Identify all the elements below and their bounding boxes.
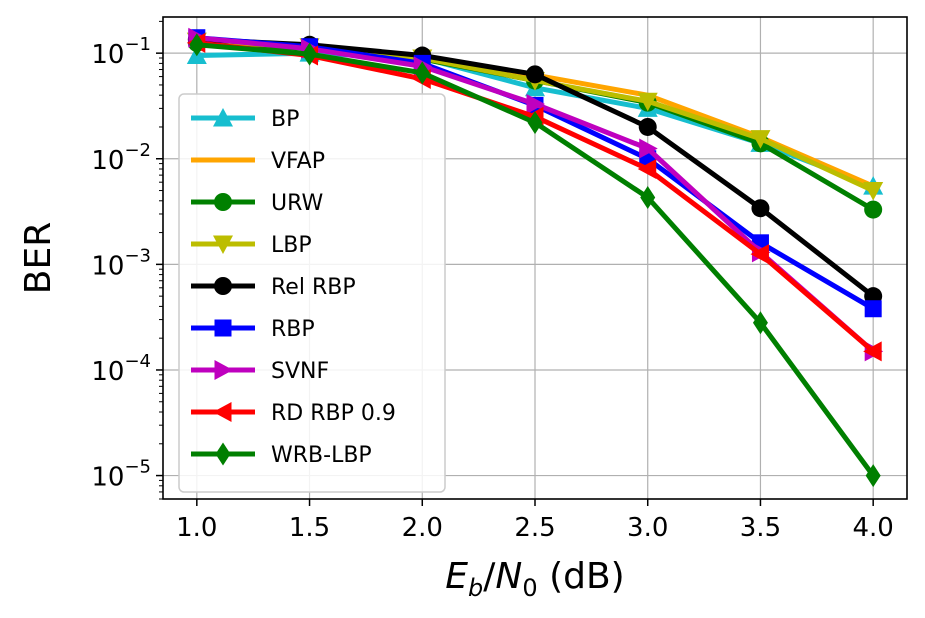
x-axis-label: Eb/N0 (dB) <box>445 556 624 602</box>
x-tick-label: 2.5 <box>514 513 555 543</box>
y-tick-label: 10−4 <box>91 351 151 387</box>
data-point-urw <box>864 200 883 219</box>
legend-entry-rel-rbp: Rel RBP <box>191 275 356 300</box>
legend-label-vfap: VFAP <box>271 149 325 174</box>
data-point-svnf <box>526 94 545 115</box>
legend-box <box>178 93 446 493</box>
legend-marker-lbp <box>213 235 233 254</box>
data-point-lbp <box>863 182 884 201</box>
x-tick-label: 1.5 <box>289 513 330 543</box>
y-tick-label: 10−1 <box>91 34 151 70</box>
legend-entry-urw: URW <box>191 191 323 216</box>
data-point-lbp <box>637 92 658 112</box>
legend-marker-svnf <box>214 360 233 380</box>
x-tick-label: 1.0 <box>176 513 217 543</box>
series-layer <box>186 27 884 488</box>
data-point-rd-rbp-0-9 <box>750 244 769 265</box>
legend-label-bp: BP <box>271 107 299 132</box>
legend-marker-rbp <box>214 319 232 337</box>
data-point-rel-rbp <box>751 199 770 218</box>
legend-entry-rd-rbp-0-9: RD RBP 0.9 <box>191 401 396 426</box>
legend-label-rbp: RBP <box>271 317 315 342</box>
legend-label-urw: URW <box>271 191 323 216</box>
x-label-sub-zero: 0 <box>522 574 537 602</box>
x-tick-label: 3.0 <box>627 513 668 543</box>
data-point-wrb-lbp <box>752 311 768 335</box>
legend-entry-lbp: LBP <box>191 233 312 258</box>
data-point-lbp <box>750 130 771 149</box>
legend-marker-rel-rbp <box>214 277 232 295</box>
data-point-wrb-lbp <box>189 33 205 57</box>
legend-marker-wrb-lbp <box>215 442 231 466</box>
legend-marker-rd-rbp-0-9 <box>213 402 232 422</box>
x-label-sub-b: b <box>468 574 483 602</box>
data-point-rd-rbp-0-9 <box>637 158 657 179</box>
y-tick-label: 10−5 <box>91 457 151 493</box>
legend-label-rel-rbp: Rel RBP <box>271 275 356 300</box>
y-tick-label: 10−3 <box>91 245 151 281</box>
data-point-wrb-lbp <box>527 111 543 135</box>
data-point-wrb-lbp <box>640 185 656 209</box>
y-axis-label: BER <box>18 222 59 294</box>
axis-ticks: 1.0 1.5 2.0 2.5 3.0 3.5 4.0 10−1 10−2 10−3 10−4 10−… <box>91 20 894 543</box>
legend-marker-bp <box>213 108 233 127</box>
legend-entry-wrb-lbp: WRB-LBP <box>191 442 372 468</box>
data-point-rel-rbp <box>526 65 544 84</box>
legend-label-lbp: LBP <box>271 233 312 258</box>
legend-label-wrb-lbp: WRB-LBP <box>271 443 372 468</box>
legend-marker-urw <box>214 193 232 211</box>
y-tick-label: 10−2 <box>91 140 151 176</box>
legend-entry-vfap: VFAP <box>191 149 325 174</box>
x-tick-label: 3.5 <box>740 513 781 543</box>
legend-entry-svnf: SVNF <box>191 359 329 384</box>
x-tick-label: 2.0 <box>402 513 443 543</box>
data-point-rd-rbp-0-9 <box>863 341 882 362</box>
data-point-wrb-lbp <box>302 42 318 66</box>
x-label-n: N <box>495 556 522 597</box>
data-point-rel-rbp <box>638 117 657 136</box>
data-point-wrb-lbp <box>414 61 430 85</box>
legend-label-svnf: SVNF <box>271 359 329 384</box>
data-point-rbp <box>864 300 882 318</box>
legend-label-rd-rbp-0-9: RD RBP 0.9 <box>271 401 396 426</box>
x-tick-label: 4.0 <box>853 513 894 543</box>
legend: BP VFAP URW LBP Rel RBP RBP SVNF RD RBP 0.9 WRB-… <box>178 93 446 493</box>
legend-entry-rbp: RBP <box>191 317 315 342</box>
series-wrb-lbp <box>189 33 881 488</box>
legend-entry-bp: BP <box>191 107 299 132</box>
x-label-unit: (dB) <box>538 556 625 597</box>
data-point-svnf <box>639 138 658 159</box>
x-label-e: E <box>445 556 468 597</box>
data-point-wrb-lbp <box>865 464 881 488</box>
